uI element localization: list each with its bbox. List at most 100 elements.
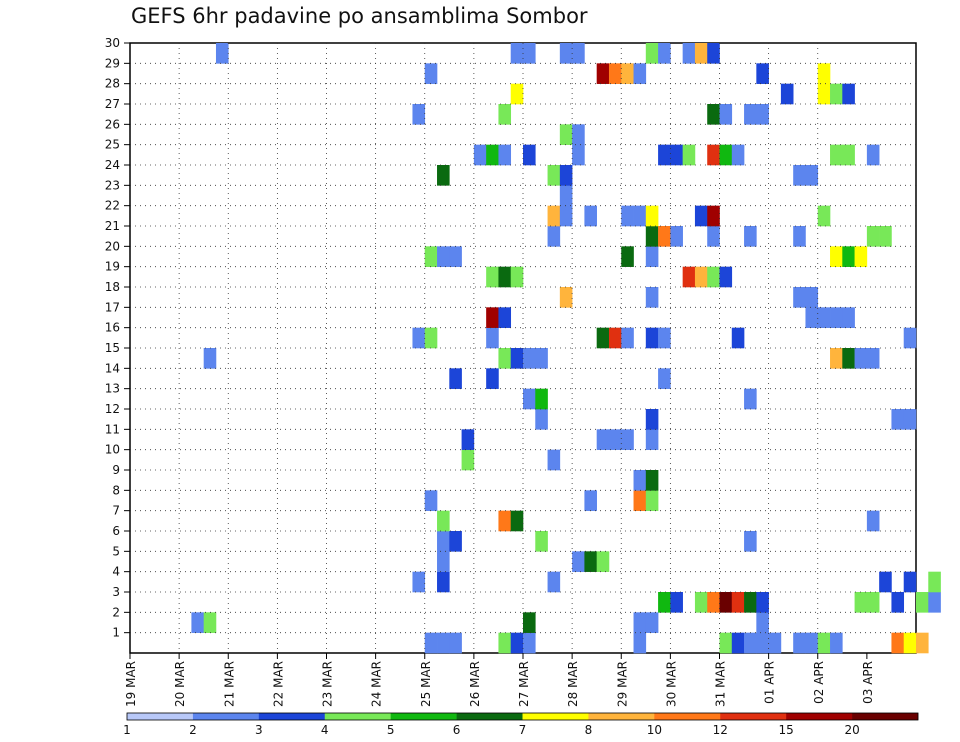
heatmap-cell [449, 246, 462, 267]
heatmap-cell [830, 144, 843, 166]
heatmap-cell [437, 165, 450, 186]
heatmap-cell [928, 571, 941, 593]
heatmap-cell [633, 63, 647, 84]
heatmap-cell [793, 287, 806, 308]
y-tick-label: 22 [105, 199, 120, 213]
colorbar-swatch [258, 713, 326, 720]
heatmap-cell [694, 205, 708, 227]
heatmap-cell [535, 348, 548, 369]
heatmap-cell [645, 246, 659, 267]
heatmap-cell [719, 592, 733, 613]
heatmap-cell [645, 470, 659, 491]
heatmap-cell [645, 226, 659, 247]
heatmap-cell [719, 632, 733, 654]
heatmap-cell [486, 266, 499, 288]
x-tick-label: 27 MAR [517, 661, 531, 707]
heatmap-cell [805, 165, 819, 186]
y-tick-label: 28 [105, 77, 120, 91]
heatmap-cell [830, 348, 843, 369]
heatmap-cell [744, 632, 757, 654]
colorbar-label: 15 [779, 723, 794, 737]
y-tick-label: 10 [105, 443, 120, 457]
heatmap-cell [621, 429, 634, 450]
heatmap-cell [559, 205, 573, 227]
heatmap-cell [449, 531, 462, 552]
y-tick-label: 3 [112, 585, 120, 599]
y-tick-label: 6 [112, 524, 120, 538]
heatmap-cell [817, 63, 831, 84]
colorbar-swatch [654, 713, 721, 720]
heatmap-cell [547, 226, 561, 247]
heatmap-cell [707, 104, 720, 125]
y-tick-label: 25 [105, 138, 120, 152]
heatmap-cell [547, 205, 561, 227]
heatmap-cell [682, 43, 696, 64]
heatmap-cell [523, 632, 536, 654]
y-tick-label: 27 [105, 97, 120, 111]
heatmap-cell [756, 592, 769, 613]
heatmap-cell [559, 165, 573, 186]
x-tick-label: 24 MAR [370, 661, 384, 707]
colorbar-swatch [522, 713, 589, 720]
heatmap-cell [412, 571, 426, 593]
heatmap-cell [547, 571, 561, 593]
heatmap-cell [756, 612, 769, 633]
heatmap-cell [707, 266, 720, 288]
heatmap-cell [805, 632, 819, 654]
heatmap-cell [498, 266, 512, 288]
heatmap-cell [903, 327, 917, 349]
y-tick-label: 29 [105, 56, 120, 70]
heatmap-cell [584, 551, 597, 572]
heatmap-cell [866, 592, 880, 613]
heatmap-cell [817, 205, 831, 227]
heatmap-cell [830, 246, 843, 267]
heatmap-cell [645, 43, 659, 64]
heatmap-cell [817, 83, 831, 105]
heatmap-cell [817, 307, 831, 328]
heatmap-cell [572, 124, 585, 145]
heatmap-cell [682, 144, 696, 166]
heatmap-cell [424, 246, 438, 267]
heatmap-cell [645, 327, 659, 349]
x-axis: 19 MAR 20 MAR 21 MAR 22 MAR 23 MAR 24 MAR 25 M… [124, 653, 875, 707]
y-tick-label: 2 [112, 605, 120, 619]
heatmap-cell [731, 592, 745, 613]
x-tick-label: 19 MAR [124, 661, 138, 707]
heatmap-cell [535, 531, 548, 552]
heatmap-cell [461, 429, 475, 450]
heatmap-cell [903, 571, 917, 593]
y-tick-label: 9 [112, 463, 120, 477]
heatmap-cell [842, 348, 855, 369]
heatmap-cell [903, 409, 917, 430]
heatmap-cell [866, 348, 880, 369]
heatmap-cell [437, 510, 450, 532]
heatmap-cell [805, 307, 819, 328]
heatmap-cell [596, 327, 610, 349]
heatmap-cell [633, 490, 647, 511]
x-tick-label: 25 MAR [419, 661, 433, 707]
heatmap-cell [510, 348, 524, 369]
heatmap-cell [486, 144, 499, 166]
x-tick-label: 29 MAR [615, 661, 629, 707]
heatmap-cell [437, 551, 450, 572]
heatmap-cell [498, 348, 512, 369]
x-tick-label: 26 MAR [468, 661, 482, 707]
y-tick-label: 12 [105, 402, 120, 416]
heatmap-cell [572, 551, 585, 572]
colorbar-label: 10 [647, 723, 662, 737]
x-tick-label: 01 APR [763, 661, 777, 704]
heatmap-cell [658, 327, 671, 349]
y-tick-label: 16 [105, 321, 120, 335]
heatmap-cell [424, 632, 438, 654]
heatmap-cell [596, 63, 610, 84]
heatmap-cell [719, 144, 733, 166]
heatmap-cell [707, 144, 720, 166]
heatmap-cell [830, 632, 843, 654]
heatmap-cell [498, 104, 512, 125]
colorbar-swatch [192, 713, 260, 720]
y-tick-label: 4 [112, 565, 120, 579]
heatmap-cell [879, 571, 892, 593]
heatmap-cell [645, 287, 659, 308]
heatmap-cell [596, 551, 610, 572]
heatmap-cell [854, 246, 868, 267]
